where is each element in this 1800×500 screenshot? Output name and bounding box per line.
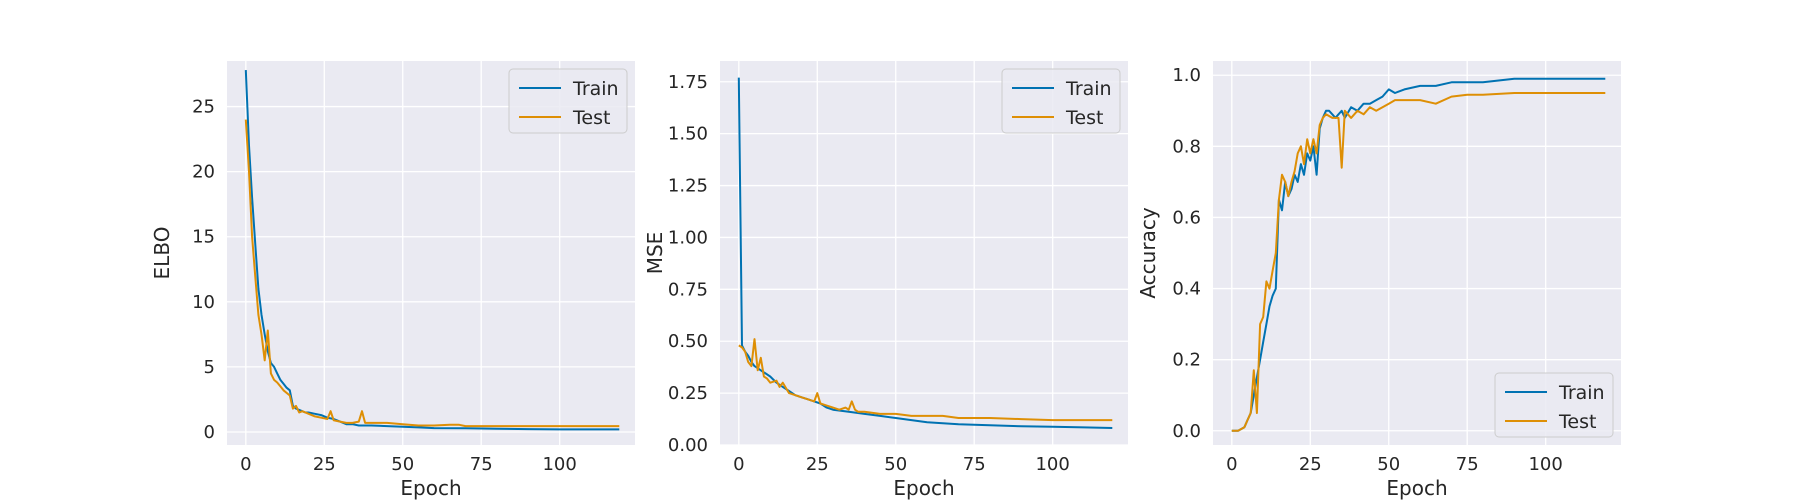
x-tick-label: 75 [1456, 454, 1479, 475]
y-tick-label: 0.2 [1172, 350, 1201, 371]
y-tick-label: 1.0 [1172, 65, 1201, 86]
series-line-test [738, 338, 1113, 422]
legend-label: Train [1065, 78, 1112, 100]
x-tick-label: 25 [313, 454, 336, 475]
x-tick-label: 0 [733, 454, 744, 475]
accuracy-panel: 0 25 50 75 100 0.0 0.2 0.4 0.6 0.8 1.0 Epoch Accurac… [1136, 61, 1621, 500]
y-tick-label: 0.00 [668, 435, 708, 456]
legend-label: Test [1558, 411, 1596, 433]
y-tick-label: 0.75 [668, 279, 708, 300]
mse-panel: 0 25 50 75 100 0.00 0.25 0.50 0.75 1.00 1.25 1.50 1.… [643, 61, 1128, 500]
legend: Train Test [1494, 372, 1614, 438]
x-tick-label: 0 [1226, 454, 1237, 475]
legend-label: Train [572, 78, 619, 100]
y-tick-label: 0.4 [1172, 279, 1201, 300]
x-tick-label: 25 [1299, 454, 1322, 475]
x-tick-label: 50 [884, 454, 907, 475]
y-tick-label: 1.50 [668, 124, 708, 145]
legend-label: Test [1065, 107, 1103, 129]
x-tick-label: 100 [1528, 454, 1562, 475]
legend: Train Test [1001, 68, 1121, 134]
y-tick-label: 15 [192, 227, 215, 248]
legend-label: Test [572, 107, 610, 129]
x-tick-label: 50 [1377, 454, 1400, 475]
x-tick-label: 0 [240, 454, 251, 475]
elbo-panel: 0 25 50 75 100 0 5 10 15 20 25 Epoch ELBO Train Test [150, 61, 635, 500]
x-tick-label: 75 [963, 454, 986, 475]
series-line-test [244, 119, 620, 428]
y-tick-label: 0.0 [1172, 421, 1201, 442]
y-tick-label: 0.50 [668, 331, 708, 352]
x-tick-label: 100 [1035, 454, 1069, 475]
y-tick-label: 0.25 [668, 383, 708, 404]
y-tick-label: 10 [192, 292, 215, 313]
y-tick-label: 1.00 [668, 227, 708, 248]
y-axis-label: ELBO [150, 227, 174, 280]
legend: Train Test [508, 68, 628, 134]
x-axis-label: Epoch [400, 476, 461, 500]
x-tick-label: 50 [391, 454, 414, 475]
grid [1213, 61, 1621, 445]
legend-label: Train [1558, 382, 1605, 404]
x-axis-label: Epoch [893, 476, 954, 500]
y-tick-label: 25 [192, 97, 215, 118]
y-tick-label: 0.6 [1172, 207, 1201, 228]
y-tick-label: 5 [204, 357, 215, 378]
y-tick-label: 0.8 [1172, 136, 1201, 157]
y-tick-label: 20 [192, 162, 215, 183]
x-tick-label: 75 [470, 454, 493, 475]
y-tick-label: 1.25 [668, 176, 708, 197]
x-axis-label: Epoch [1386, 476, 1447, 500]
y-tick-label: 0 [204, 422, 215, 443]
y-tick-label: 1.75 [668, 72, 708, 93]
x-tick-label: 100 [542, 454, 576, 475]
y-axis-label: Accuracy [1136, 207, 1160, 298]
y-axis-label: MSE [643, 232, 667, 275]
series-line-test [1231, 92, 1606, 432]
x-tick-label: 25 [806, 454, 829, 475]
